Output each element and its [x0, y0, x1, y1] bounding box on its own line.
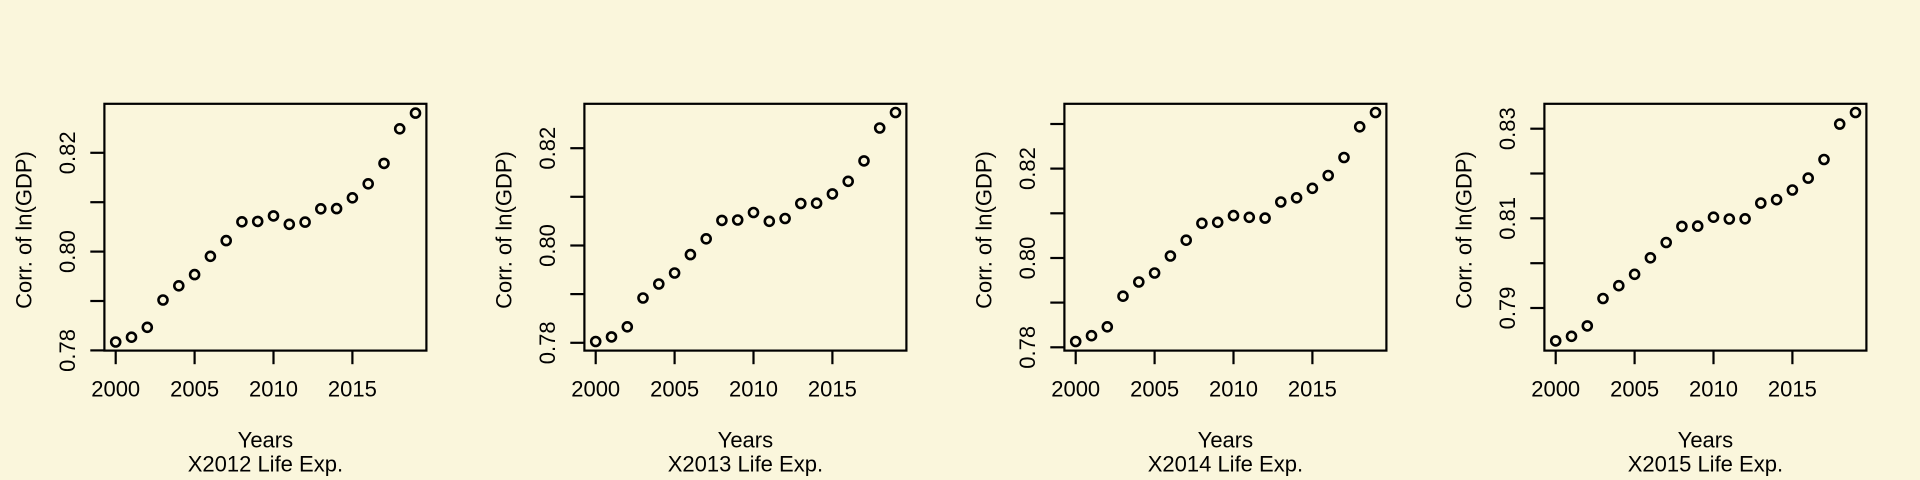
- svg-text:2015: 2015: [1288, 377, 1337, 402]
- svg-text:2010: 2010: [1209, 377, 1258, 402]
- svg-text:0.78: 0.78: [1015, 326, 1040, 369]
- svg-text:2000: 2000: [1531, 377, 1580, 402]
- svg-text:0.82: 0.82: [55, 131, 80, 174]
- svg-text:Corr. of ln(GDP): Corr. of ln(GDP): [12, 151, 37, 309]
- svg-text:Years: Years: [1678, 428, 1733, 453]
- svg-text:0.79: 0.79: [1495, 287, 1520, 330]
- svg-text:Years: Years: [1198, 428, 1253, 453]
- svg-text:Corr. of ln(GDP): Corr. of ln(GDP): [1452, 151, 1477, 309]
- svg-text:X2014 Life Exp.: X2014 Life Exp.: [1148, 452, 1303, 477]
- svg-text:0.81: 0.81: [1495, 197, 1520, 240]
- svg-text:2005: 2005: [1610, 377, 1659, 402]
- svg-text:0.80: 0.80: [1015, 237, 1040, 280]
- svg-text:X2013 Life Exp.: X2013 Life Exp.: [668, 452, 823, 477]
- svg-text:2010: 2010: [1689, 377, 1738, 402]
- svg-text:2000: 2000: [571, 377, 620, 402]
- svg-text:0.78: 0.78: [535, 321, 560, 364]
- svg-text:2005: 2005: [1130, 377, 1179, 402]
- svg-text:2010: 2010: [249, 377, 298, 402]
- svg-text:0.78: 0.78: [55, 329, 80, 372]
- svg-text:2015: 2015: [328, 377, 377, 402]
- svg-text:Years: Years: [718, 428, 773, 453]
- svg-text:X2015 Life Exp.: X2015 Life Exp.: [1628, 452, 1783, 477]
- svg-text:2005: 2005: [650, 377, 699, 402]
- svg-text:0.83: 0.83: [1495, 107, 1520, 150]
- svg-text:2000: 2000: [91, 377, 140, 402]
- svg-text:2015: 2015: [1768, 377, 1817, 402]
- svg-text:Corr. of ln(GDP): Corr. of ln(GDP): [492, 151, 517, 309]
- svg-text:Corr. of ln(GDP): Corr. of ln(GDP): [972, 151, 997, 309]
- svg-text:X2012 Life Exp.: X2012 Life Exp.: [188, 452, 343, 477]
- svg-text:0.82: 0.82: [535, 127, 560, 170]
- svg-text:0.80: 0.80: [535, 224, 560, 267]
- svg-text:2005: 2005: [170, 377, 219, 402]
- svg-text:0.82: 0.82: [1015, 147, 1040, 190]
- svg-text:2000: 2000: [1051, 377, 1100, 402]
- svg-text:0.80: 0.80: [55, 230, 80, 273]
- svg-text:Years: Years: [238, 428, 293, 453]
- svg-text:2010: 2010: [729, 377, 778, 402]
- svg-text:2015: 2015: [808, 377, 857, 402]
